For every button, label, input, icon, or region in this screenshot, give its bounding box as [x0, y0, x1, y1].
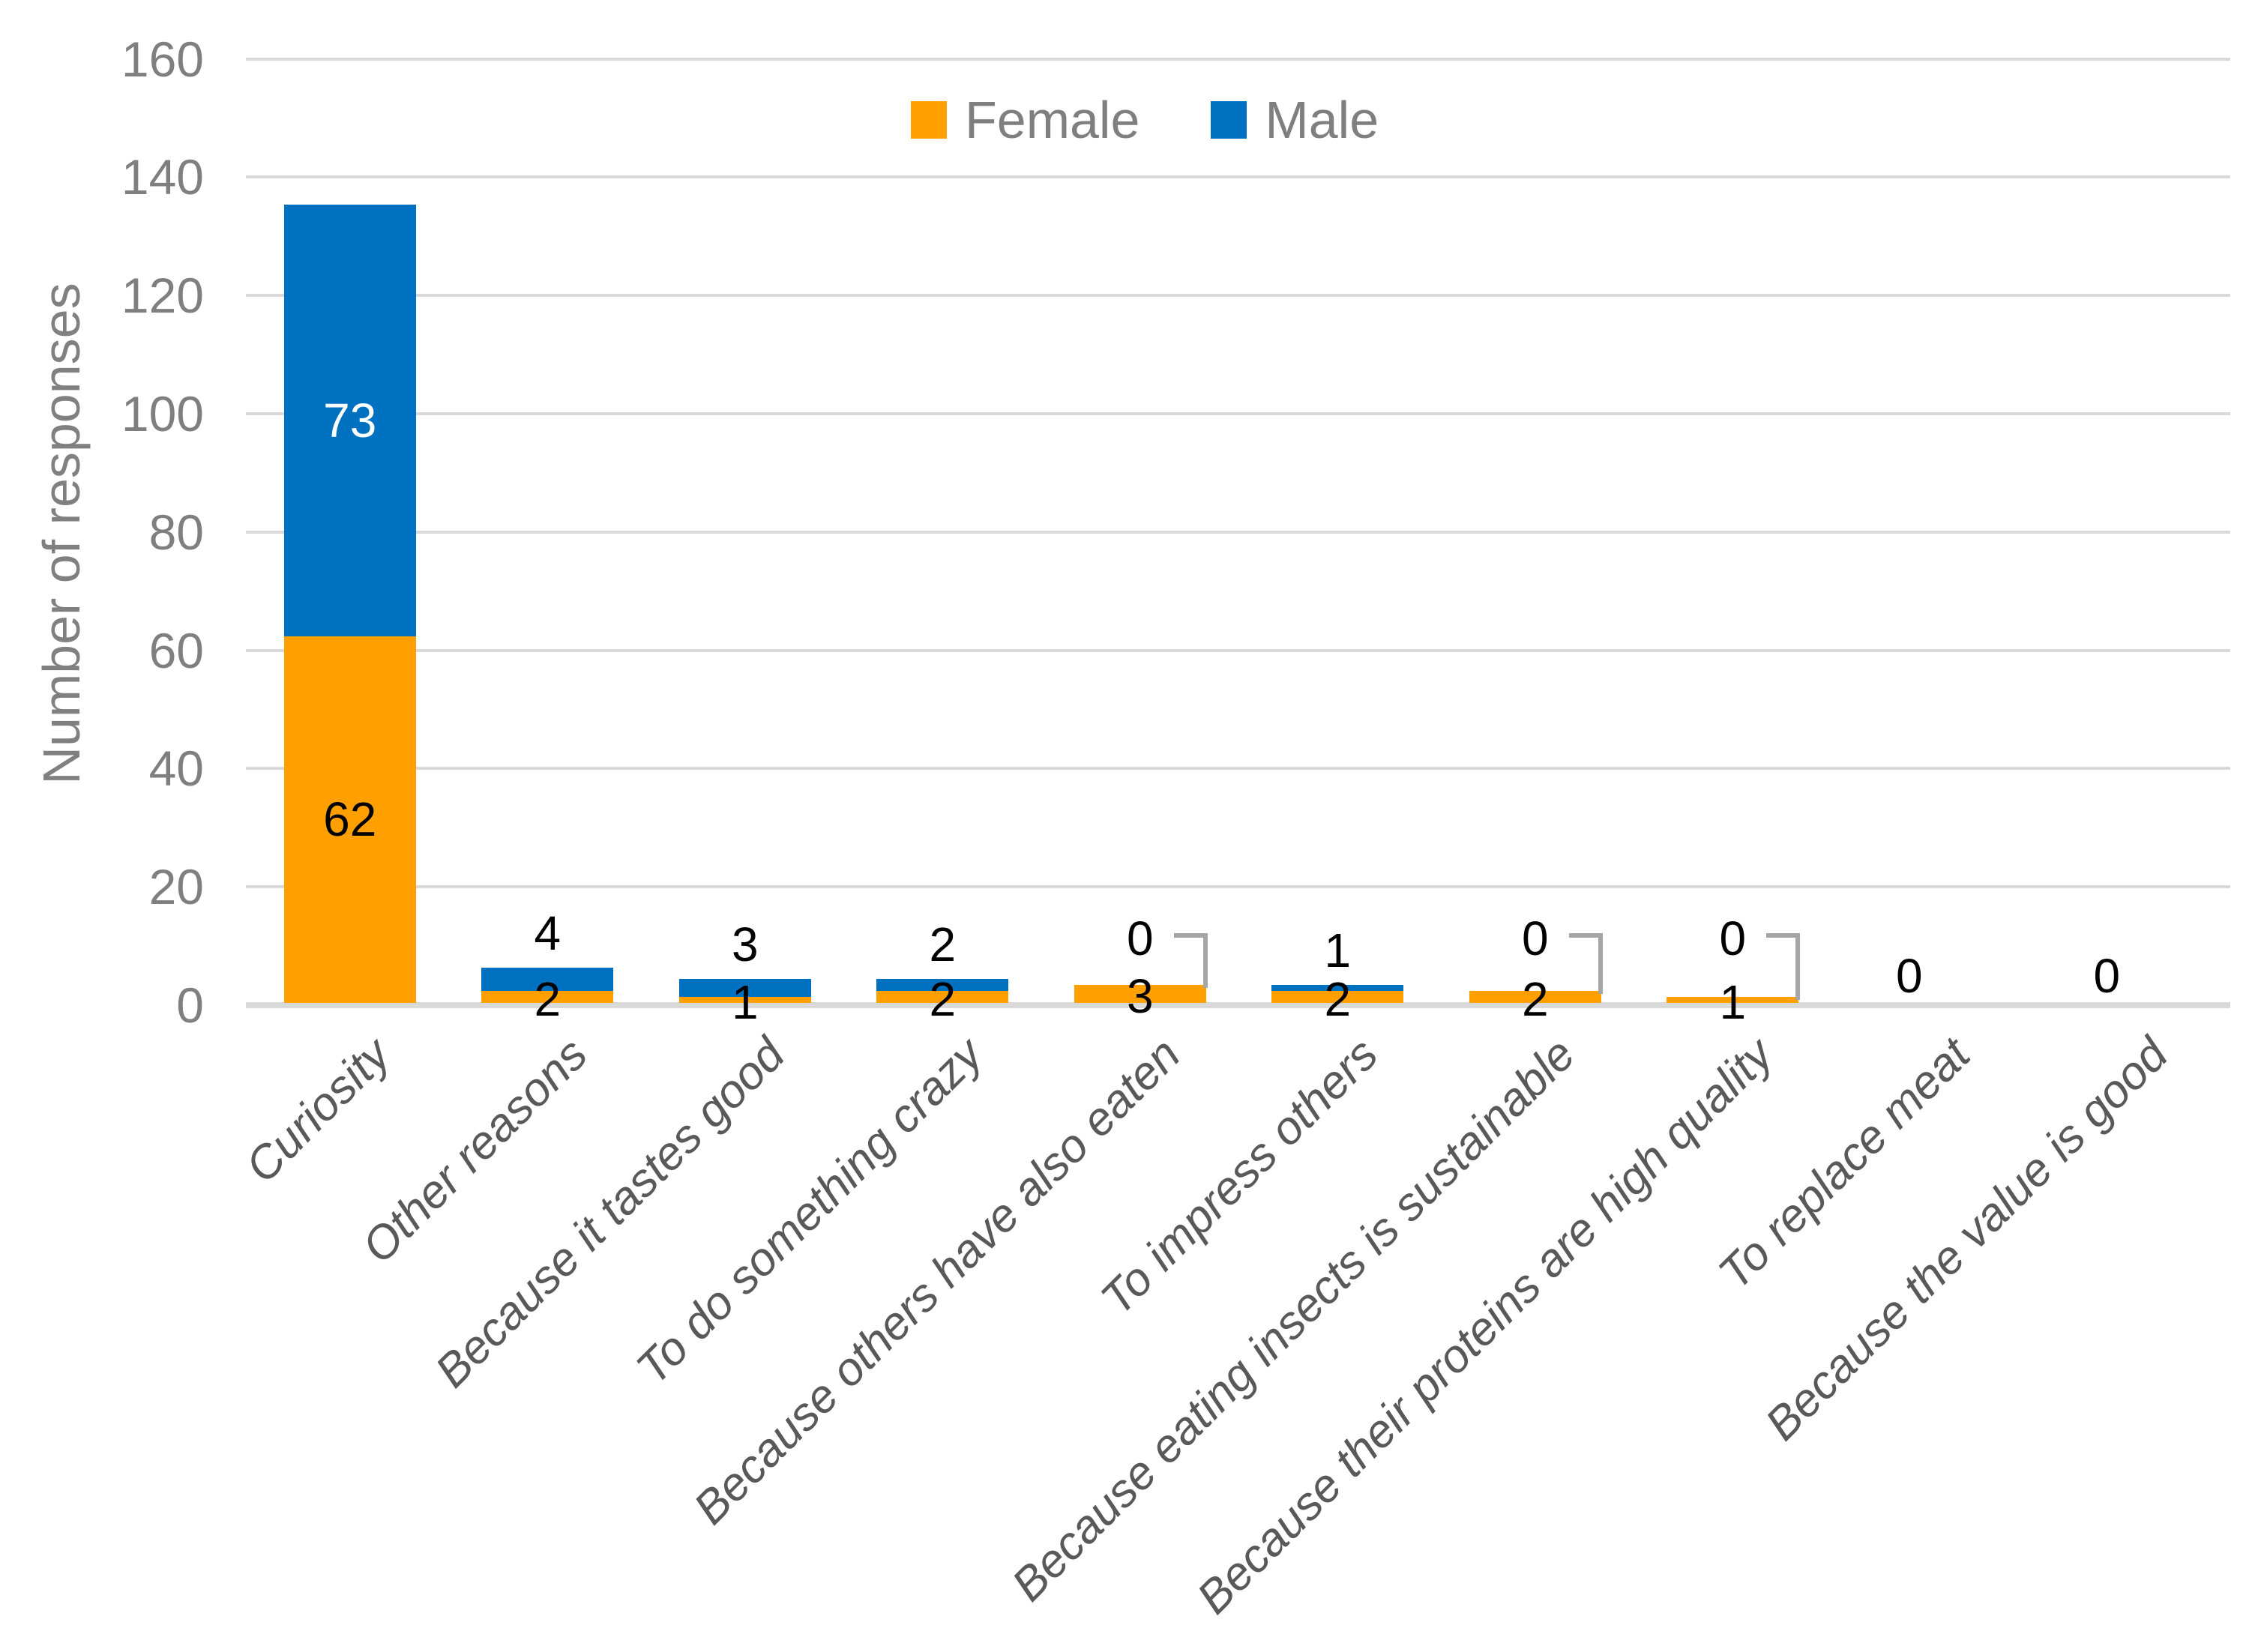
bar-segment-male [481, 967, 614, 992]
x-axis-line [246, 1002, 2230, 1008]
data-label-female: 1 [731, 975, 759, 1030]
y-axis-tick-label: 60 [148, 622, 204, 678]
legend: Female Male [911, 94, 1379, 146]
y-gridline [246, 412, 2230, 415]
x-category-label: Curiosity [235, 1028, 400, 1193]
y-gridline [246, 767, 2230, 771]
bar-segment-male [283, 204, 416, 636]
data-label-female: 3 [1126, 969, 1154, 1024]
data-label-zero: 0 [1895, 949, 1923, 1003]
legend-label-male: Male [1265, 91, 1379, 149]
x-category-label: Because it tastes good [426, 1028, 795, 1398]
bar-segment-female [876, 991, 1009, 1003]
bar-segment-male [876, 979, 1009, 992]
bar-segment-female [1667, 997, 1799, 1003]
x-category-label: To do something crazy [626, 1028, 993, 1395]
data-label-male-callout: 0 [1521, 911, 1549, 965]
data-label-male-callout: 0 [1126, 911, 1154, 965]
y-gridline [246, 57, 2230, 61]
bar-segment-female [1271, 991, 1404, 1003]
legend-item-male: Male [1211, 94, 1379, 146]
data-label-male: 3 [731, 917, 759, 972]
x-category-label: Because the value is good [1755, 1028, 2179, 1451]
callout-leader-horizontal [1568, 933, 1598, 938]
bar-segment-female [481, 991, 614, 1003]
bar-segment-female [283, 636, 416, 1003]
y-gridline [246, 648, 2230, 652]
y-axis-tick-label: 0 [176, 977, 204, 1033]
callout-leader-horizontal [1173, 933, 1203, 938]
y-gridline [246, 885, 2230, 889]
female-swatch-icon [911, 101, 947, 139]
callout-leader-vertical [1795, 933, 1801, 1001]
legend-label-female: Female [965, 91, 1140, 149]
y-axis-tick-label: 20 [148, 859, 204, 915]
legend-item-female: Female [911, 94, 1139, 146]
data-label-female: 2 [534, 972, 562, 1027]
callout-leader-vertical [1202, 933, 1208, 989]
bar-segment-male [1271, 985, 1404, 992]
data-label-female: 1 [1719, 975, 1747, 1030]
y-gridline [246, 294, 2230, 298]
data-label-male: 4 [534, 905, 562, 960]
data-label-zero: 0 [2093, 949, 2121, 1003]
y-gridline [246, 530, 2230, 534]
bar-segment-female [1469, 991, 1601, 1003]
y-axis-tick-label: 140 [121, 149, 204, 205]
data-label-male: 2 [929, 917, 957, 972]
bar-segment-female [1074, 985, 1206, 1003]
callout-leader-vertical [1598, 933, 1603, 995]
bar-segment-female [678, 997, 811, 1003]
data-label-male: 1 [1324, 923, 1352, 978]
data-label-female: 2 [929, 972, 957, 1027]
data-label-male: 73 [323, 393, 377, 447]
data-label-male-callout: 0 [1719, 911, 1747, 965]
y-axis-tick-label: 80 [148, 504, 204, 560]
male-swatch-icon [1211, 101, 1247, 139]
y-axis-tick-label: 40 [148, 741, 204, 797]
data-label-female: 2 [1521, 972, 1549, 1027]
y-axis-tick-label: 160 [121, 31, 204, 87]
y-axis-tick-label: 120 [121, 268, 204, 324]
data-label-female: 2 [1324, 972, 1352, 1027]
bar-segment-male [678, 979, 811, 998]
y-axis-tick-label: 100 [121, 386, 204, 441]
data-label-female: 62 [323, 792, 377, 847]
callout-leader-horizontal [1766, 933, 1796, 938]
y-gridline [246, 175, 2230, 179]
